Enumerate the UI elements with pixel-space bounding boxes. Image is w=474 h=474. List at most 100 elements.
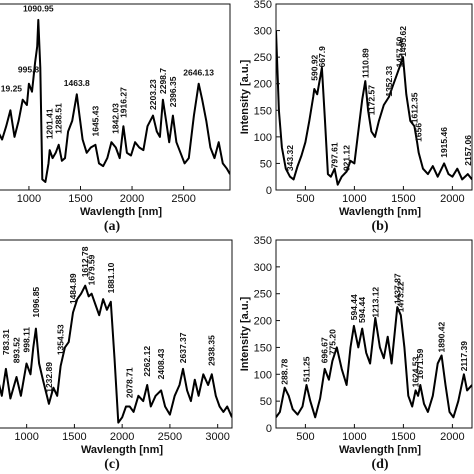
y-tick-label: 250 bbox=[254, 52, 272, 64]
panel-3: 1000 1500 2000 2500 3000 Wavlength [nm] 783.31… bbox=[0, 239, 233, 472]
peak-label: 1232.89 bbox=[44, 362, 54, 393]
y-tick-label: 100 bbox=[254, 132, 272, 144]
x-tick-label: 2500 bbox=[158, 431, 182, 443]
x-tick-label: 2000 bbox=[120, 193, 144, 205]
peak-label: 2396.35 bbox=[168, 76, 178, 107]
peak-label: 343.32 bbox=[285, 145, 295, 171]
panel-1: 1000 1500 2000 2500 Wavlength [nm] 1090.95 995… bbox=[0, 3, 231, 234]
x-tick-label: 2000 bbox=[440, 193, 464, 205]
peak-label: 1495.62 bbox=[398, 26, 408, 57]
peak-label: 921.12 bbox=[342, 145, 352, 171]
x-axis-label: Wavlength [nm] bbox=[339, 206, 421, 218]
y-tick-label: 300 bbox=[254, 262, 272, 274]
peak-label: 1890.42 bbox=[437, 321, 447, 352]
peak-label: 1110.89 bbox=[360, 48, 370, 78]
peak-label: 1645.43 bbox=[90, 106, 100, 137]
peak-label: 511.25 bbox=[301, 356, 311, 382]
peak-label: 1671.59 bbox=[415, 348, 425, 379]
y-tick-label: 150 bbox=[254, 342, 272, 354]
peak-label: 1172.57 bbox=[366, 85, 376, 116]
plot-frame bbox=[275, 3, 473, 191]
peak-label: 2408.43 bbox=[156, 348, 166, 379]
peak-label: 2078.71 bbox=[125, 367, 135, 398]
peak-label: 2203.23 bbox=[148, 79, 158, 110]
y-tick-label: 100 bbox=[254, 369, 272, 381]
peak-label: 783.31 bbox=[1, 329, 11, 355]
peak-label: 1916.27 bbox=[118, 87, 128, 118]
y-tick-label: 350 bbox=[254, 0, 272, 11]
x-tick-label: 3000 bbox=[205, 431, 229, 443]
peak-label: 1437.87 bbox=[392, 273, 402, 304]
peak-label: 2298.7 bbox=[158, 68, 168, 94]
peak-label: 1624.53 bbox=[411, 356, 421, 387]
series-line bbox=[0, 284, 232, 424]
x-tick-label: 1000 bbox=[17, 193, 41, 205]
peak-label: 1213.12 bbox=[370, 287, 380, 318]
x-tick-label: 1500 bbox=[391, 193, 415, 205]
peak-label: 1915.46 bbox=[439, 127, 449, 158]
peak-label: 2637.37 bbox=[178, 332, 188, 363]
peak-label: 2262.12 bbox=[142, 346, 152, 377]
peak-label: 1679.59 bbox=[87, 254, 97, 285]
peak-label: 797.61 bbox=[330, 142, 340, 168]
panel-4: 500 1000 1500 2000 0 50 100 150 200 250 300 350 Wavl… bbox=[239, 235, 473, 472]
peak-label: 594.44 bbox=[349, 294, 359, 320]
x-tick-label: 2000 bbox=[440, 431, 464, 443]
peak-label: 1842.03 bbox=[111, 103, 121, 134]
plot-frame bbox=[0, 239, 233, 429]
peak-label: 19.25 bbox=[1, 83, 23, 93]
peak-label: 1881.10 bbox=[106, 262, 116, 293]
peak-label: 1354.53 bbox=[56, 324, 66, 355]
x-tick-label: 1000 bbox=[14, 431, 38, 443]
peak-label: 1473.22 bbox=[396, 281, 406, 312]
peak-label: 2157.06 bbox=[463, 135, 473, 166]
y-tick-label: 50 bbox=[260, 158, 272, 170]
x-tick-label: 1000 bbox=[342, 193, 366, 205]
peak-label: 1096.85 bbox=[31, 287, 41, 318]
peak-label: 1352.33 bbox=[384, 66, 394, 97]
x-tick-label: 2500 bbox=[171, 193, 195, 205]
x-tick-label: 1500 bbox=[62, 431, 86, 443]
series-line bbox=[0, 18, 230, 183]
panel-letter: (a) bbox=[104, 219, 121, 234]
x-axis-label: Wavlength [nm] bbox=[80, 206, 162, 218]
peak-label: 2646.13 bbox=[183, 67, 214, 77]
peak-label: 1612.78 bbox=[80, 246, 90, 277]
x-tick-label: 2000 bbox=[110, 431, 134, 443]
panel-letter: (d) bbox=[371, 457, 388, 472]
peak-label: 594.44 bbox=[357, 297, 367, 323]
plot-frame bbox=[275, 239, 473, 429]
x-tick-label: 1000 bbox=[342, 431, 366, 443]
y-tick-label: 300 bbox=[254, 26, 272, 38]
panel-letter: (c) bbox=[104, 457, 120, 472]
x-axis-label: Wavlength [nm] bbox=[81, 444, 163, 456]
peak-label: 1484.89 bbox=[68, 273, 78, 304]
y-tick-label: 200 bbox=[254, 79, 272, 91]
peak-label: 1288.51 bbox=[54, 103, 64, 134]
x-tick-label: 1500 bbox=[68, 193, 92, 205]
y-axis-label: Intensity [a.u.] bbox=[239, 296, 251, 371]
peak-label: 1656 bbox=[414, 123, 424, 142]
y-tick-label: 150 bbox=[254, 105, 272, 117]
peak-label: 2117.39 bbox=[459, 341, 469, 372]
x-tick-label: 500 bbox=[296, 431, 314, 443]
peak-label: 1612.35 bbox=[409, 92, 419, 123]
peak-label: 998.11 bbox=[21, 327, 31, 353]
x-tick-label: 500 bbox=[296, 193, 314, 205]
series-line bbox=[276, 30, 472, 186]
peak-label: 1457.50 bbox=[394, 36, 404, 67]
peak-label: 893.52 bbox=[12, 337, 22, 363]
peak-label: 696.67 bbox=[320, 337, 330, 363]
peak-label: 1201.41 bbox=[45, 108, 55, 139]
y-tick-label: 0 bbox=[266, 185, 272, 197]
y-axis-label: Intensity [a.u.] bbox=[239, 59, 251, 134]
y-tick-label: 200 bbox=[254, 316, 272, 328]
y-tick-label: 50 bbox=[260, 396, 272, 408]
y-tick-label: 250 bbox=[254, 289, 272, 301]
x-axis-label: Wavlength [nm] bbox=[339, 444, 421, 456]
peak-label: 2938.35 bbox=[207, 335, 217, 366]
panel-letter: (b) bbox=[371, 219, 388, 234]
panel-2: 500 1000 1500 2000 0 50 100 150 200 250 300 350 Wavl… bbox=[239, 0, 473, 234]
peak-label: 288.78 bbox=[280, 358, 290, 384]
